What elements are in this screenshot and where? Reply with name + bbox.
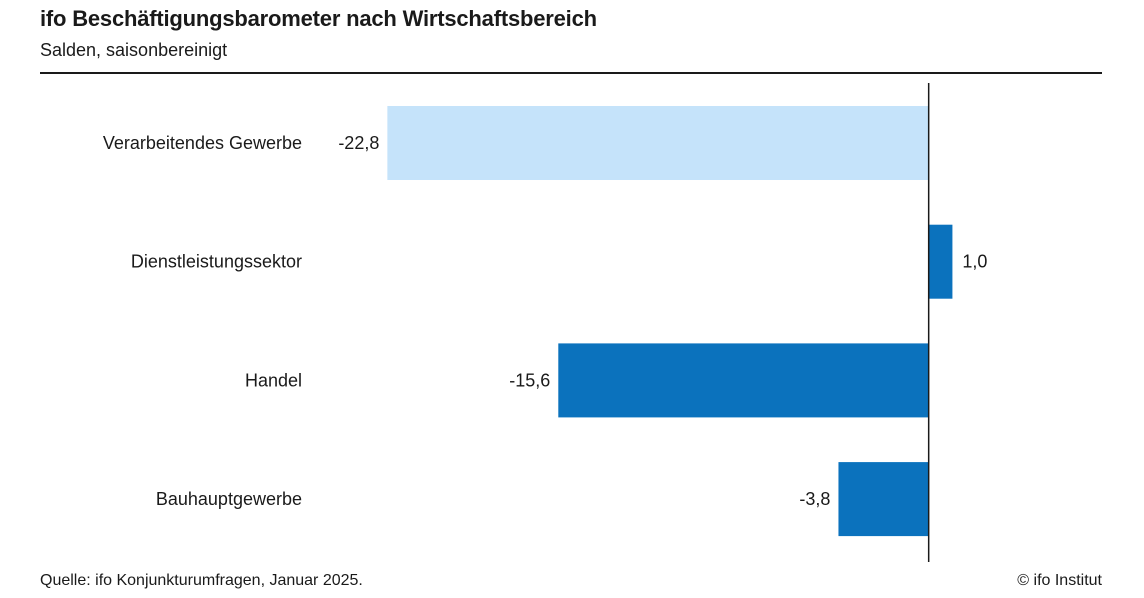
- bar-chart: Verarbeitendes Gewerbe -22,8 Dienstleistun…: [103, 83, 987, 562]
- source-note: Quelle: ifo Konjunkturumfragen, Januar 2…: [40, 572, 363, 589]
- chart-title: ifo Beschäftigungsbarometer nach Wirtsch…: [40, 6, 597, 31]
- category-label: Dienstleistungssektor: [131, 252, 302, 272]
- bar: [838, 462, 929, 537]
- chart-subtitle: Salden, saisonbereinigt: [40, 40, 228, 60]
- bar: [387, 106, 929, 180]
- value-label: 1,0: [962, 252, 987, 272]
- value-label: -15,6: [509, 370, 550, 390]
- copyright-note: © ifo Institut: [1017, 572, 1102, 589]
- bar: [558, 343, 929, 418]
- category-label: Handel: [245, 370, 302, 390]
- value-label: -22,8: [338, 133, 379, 153]
- category-label: Bauhauptgewerbe: [156, 489, 302, 509]
- value-label: -3,8: [799, 489, 830, 509]
- header-rule: [40, 72, 1102, 74]
- bar: [928, 224, 953, 299]
- category-label: Verarbeitendes Gewerbe: [103, 133, 302, 153]
